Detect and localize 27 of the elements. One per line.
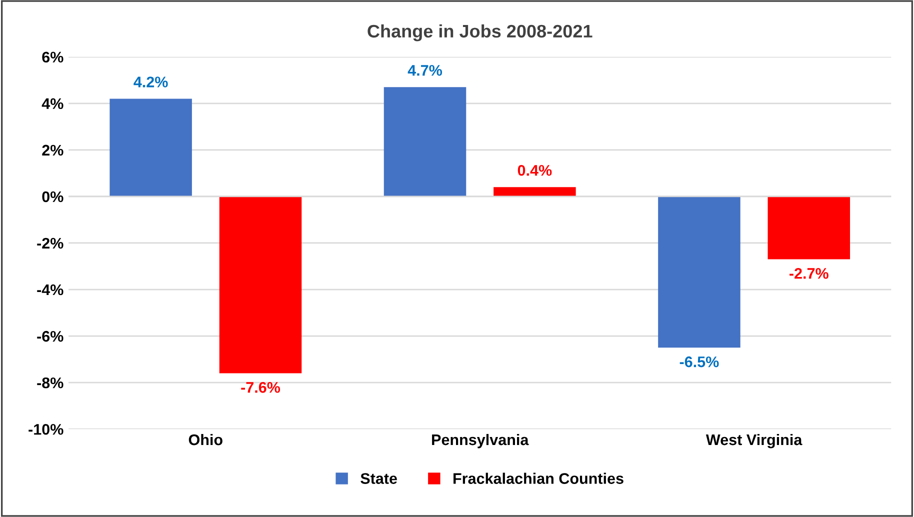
bar <box>658 196 740 348</box>
y-tick-label: -4% <box>37 284 64 296</box>
y-tick-label: -10% <box>28 424 64 435</box>
y-tick-label: 0% <box>42 191 64 202</box>
bar <box>219 196 302 374</box>
y-tick-label: -6% <box>37 330 64 342</box>
bar <box>494 187 576 196</box>
data-label: -7.6% <box>241 382 280 393</box>
bar <box>110 98 192 196</box>
chart-title: Change in Jobs 2008-2021 <box>368 24 592 42</box>
y-tick-label: 6% <box>42 52 64 63</box>
data-label: -6.5% <box>680 356 719 368</box>
y-tick-label: -8% <box>37 377 64 388</box>
data-label: -2.7% <box>790 268 828 279</box>
legend-label: State <box>360 473 397 484</box>
x-tick-label: Ohio <box>188 434 222 446</box>
bar <box>768 196 850 260</box>
y-tick-label: 2% <box>42 144 64 156</box>
data-label: 4.2% <box>134 76 168 88</box>
x-tick-label: West Virginia <box>706 434 802 448</box>
y-tick-label: 4% <box>42 98 64 110</box>
data-label: 4.7% <box>408 64 442 76</box>
data-label: 0.4% <box>518 164 552 176</box>
y-tick-label: -2% <box>37 238 64 249</box>
x-tick-label: Pennsylvania <box>432 434 529 448</box>
legend-label: Frackalachian Counties <box>454 472 624 484</box>
bar <box>384 87 466 196</box>
